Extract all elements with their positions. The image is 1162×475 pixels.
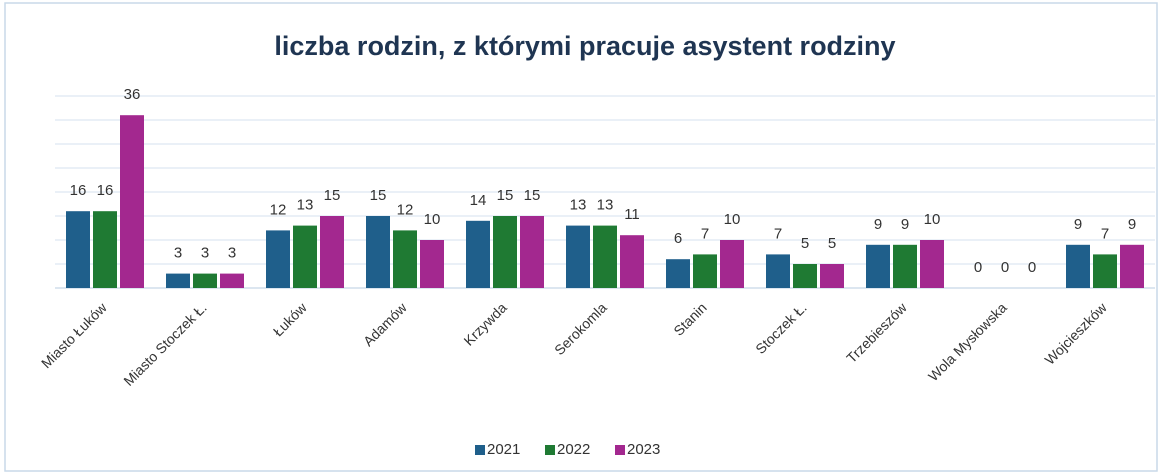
value-label: 5 <box>801 235 809 252</box>
bar <box>166 273 190 288</box>
bar <box>93 211 117 288</box>
value-label: 10 <box>424 211 441 228</box>
value-label: 36 <box>124 86 141 103</box>
value-label: 13 <box>297 197 314 214</box>
bar <box>520 216 544 288</box>
bar <box>820 264 844 288</box>
bar <box>620 235 644 288</box>
value-label: 15 <box>524 187 541 204</box>
value-label: 7 <box>774 225 782 242</box>
bar <box>493 216 517 288</box>
bar <box>693 254 717 288</box>
bar <box>793 264 817 288</box>
legend-label: 2021 <box>487 441 520 458</box>
bar <box>120 115 144 288</box>
bar <box>366 216 390 288</box>
bar <box>866 244 890 288</box>
legend-swatch <box>545 445 555 455</box>
chart-title: liczba rodzin, z którymi pracuje asysten… <box>274 31 895 61</box>
value-label: 12 <box>397 201 414 218</box>
value-label: 15 <box>370 187 387 204</box>
value-label: 15 <box>497 187 514 204</box>
bar <box>666 259 690 288</box>
bar <box>193 273 217 288</box>
bar <box>320 216 344 288</box>
bar <box>893 244 917 288</box>
value-label: 5 <box>828 235 836 252</box>
value-label: 14 <box>470 192 487 209</box>
value-label: 9 <box>1074 216 1082 233</box>
bar <box>220 273 244 288</box>
value-label: 9 <box>901 216 909 233</box>
bar <box>1093 254 1117 288</box>
value-label: 9 <box>874 216 882 233</box>
legend-swatch <box>615 445 625 455</box>
value-label: 10 <box>924 211 941 228</box>
value-label: 9 <box>1128 216 1136 233</box>
bar <box>466 220 490 288</box>
bar <box>420 240 444 288</box>
bar <box>566 225 590 288</box>
value-label: 6 <box>674 230 682 247</box>
bar <box>1066 244 1090 288</box>
legend-swatch <box>475 445 485 455</box>
value-label: 7 <box>701 225 709 242</box>
value-label: 16 <box>97 182 114 199</box>
bar <box>593 225 617 288</box>
value-label: 7 <box>1101 225 1109 242</box>
value-label: 10 <box>724 211 741 228</box>
value-label: 15 <box>324 187 341 204</box>
bar <box>766 254 790 288</box>
legend-label: 2023 <box>627 441 660 458</box>
value-label: 3 <box>201 245 209 262</box>
value-label: 0 <box>1001 259 1009 276</box>
legend-label: 2022 <box>557 441 590 458</box>
value-label: 3 <box>228 245 236 262</box>
bar <box>266 230 290 288</box>
bar <box>920 240 944 288</box>
bar <box>393 230 417 288</box>
value-label: 13 <box>570 197 587 214</box>
bar <box>1120 244 1144 288</box>
value-label: 13 <box>597 197 614 214</box>
bar <box>66 211 90 288</box>
bar <box>293 225 317 288</box>
value-label: 0 <box>1028 259 1036 276</box>
value-label: 11 <box>624 206 640 223</box>
value-label: 0 <box>974 259 982 276</box>
bar <box>720 240 744 288</box>
value-label: 16 <box>70 182 87 199</box>
value-label: 3 <box>174 245 182 262</box>
value-label: 12 <box>270 201 287 218</box>
